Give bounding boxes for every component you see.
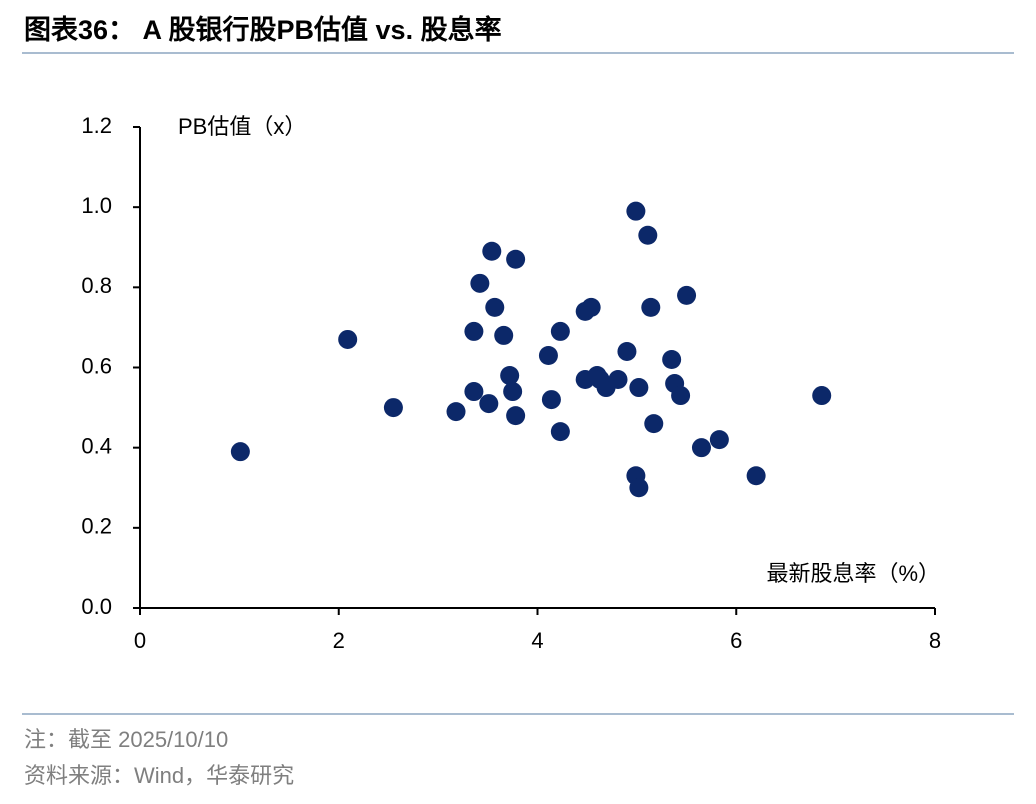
x-tick-label: 2 [333,628,345,653]
point [464,321,484,341]
y-tick-label: 0.4 [81,433,112,458]
x-tick-label: 4 [531,628,543,653]
y-tick-label: 0.8 [81,273,112,298]
point [677,285,697,305]
point [503,382,523,402]
point [550,321,570,341]
x-tick-label: 8 [929,628,941,653]
x-tick-label: 0 [134,628,146,653]
chart-title: 图表36： A 股银行股PB估值 vs. 股息率 [24,14,502,45]
point [541,390,561,410]
point [608,370,628,390]
point [581,297,601,317]
point [506,249,526,269]
point [662,349,682,369]
point [638,225,658,245]
point [230,442,250,462]
point [644,414,664,434]
note: 注：截至 2025/10/10 [24,727,228,752]
y-tick-label: 1.0 [81,193,112,218]
point [464,382,484,402]
point [338,329,358,349]
source: 资料来源：Wind，华泰研究 [24,763,294,788]
point [812,386,832,406]
point [629,478,649,498]
point [629,378,649,398]
x-tick-label: 6 [730,628,742,653]
point [709,430,729,450]
point [671,386,691,406]
point [538,345,558,365]
point [485,297,505,317]
point [626,201,646,221]
y-tick-label: 0.6 [81,353,112,378]
x-axis-label: 最新股息率（%） [766,561,940,586]
y-tick-label: 1.2 [81,113,112,138]
point [691,438,711,458]
y-tick-label: 0.0 [81,594,112,619]
point [494,325,514,345]
y-axis-label: PB估值（x） [178,114,306,139]
point [446,402,466,422]
point [383,398,403,418]
point [500,366,520,386]
point [482,241,502,261]
y-tick-label: 0.2 [81,514,112,539]
point [479,394,499,414]
point [506,406,526,426]
point [617,341,637,361]
point [470,273,490,293]
point [746,466,766,486]
point [641,297,661,317]
point [550,422,570,442]
